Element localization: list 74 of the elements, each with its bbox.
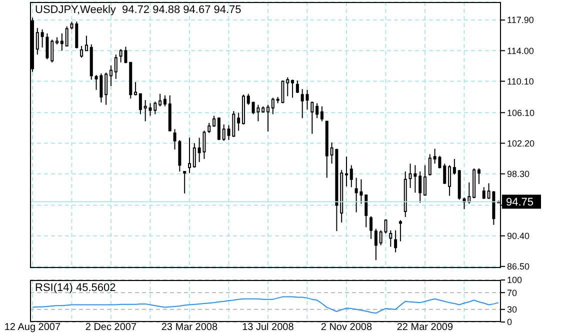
candlestick [114, 54, 118, 80]
candlestick [398, 220, 402, 242]
candlestick [482, 186, 486, 200]
candlestick [345, 156, 348, 187]
candlestick [40, 28, 44, 48]
candlestick [428, 154, 432, 176]
y-tick-label: 0 [507, 317, 512, 328]
y-tick-label: 90.40 [507, 231, 530, 242]
candlestick [266, 104, 270, 132]
candlestick [163, 94, 166, 107]
chart-title: USDJPY,Weekly 94.72 94.88 94.67 94.75 [35, 4, 242, 16]
candlestick [448, 164, 452, 196]
candlestick [80, 45, 84, 58]
x-tick-label: 13 Jul 2008 [242, 322, 294, 333]
candlestick [374, 228, 378, 261]
candlestick [350, 164, 353, 188]
candlestick [246, 93, 250, 106]
candlestick [138, 93, 142, 115]
x-tick-label: 23 Mar 2008 [161, 322, 218, 333]
y-tick-label: 98.30 [507, 169, 530, 180]
candlestick [192, 142, 196, 168]
candlestick [300, 88, 304, 119]
x-tick-label: 2 Nov 2008 [320, 322, 372, 333]
candlestick [183, 170, 186, 194]
candlestick [144, 100, 147, 122]
candlestick [60, 32, 64, 52]
candlestick [443, 163, 446, 185]
candlestick [271, 97, 274, 115]
candlestick [310, 101, 314, 134]
y-tick-label: 110.10 [507, 76, 534, 86]
candlestick [36, 27, 39, 56]
line-series [32, 296, 500, 314]
candlestick [46, 32, 49, 60]
candlestick [370, 216, 373, 240]
y-tick-label: 114.00 [507, 46, 534, 56]
x-tick-label: 2 Dec 2007 [85, 322, 137, 333]
candlestick [237, 112, 240, 132]
x-tick-label: 22 Mar 2009 [396, 322, 454, 333]
candlestick [364, 194, 368, 228]
candlestick [134, 82, 138, 96]
y-tick-label: 102.20 [507, 138, 535, 148]
ref-line-label: 94.75 [506, 196, 534, 209]
candlestick [306, 89, 309, 110]
candlestick [389, 230, 392, 248]
candlestick [424, 164, 426, 196]
candlestick [418, 170, 422, 204]
candlestick [477, 168, 480, 185]
candlestick [394, 230, 398, 253]
candlestick [50, 39, 54, 63]
candlestick [104, 72, 108, 106]
candlestick [452, 158, 456, 176]
candlestick [379, 230, 382, 246]
y-tick-label: 117.90 [507, 15, 534, 26]
candlestick [208, 122, 211, 134]
candlestick [296, 80, 299, 94]
candlestick [188, 137, 191, 174]
y-tick-label: 106.10 [507, 108, 535, 118]
candlestick [65, 26, 68, 46]
chart-title: RSI(14) 45.5602 [35, 282, 116, 294]
candlestick [291, 79, 294, 98]
candlestick [320, 106, 324, 122]
y-tick-label: 86.50 [507, 262, 530, 272]
candlestick [316, 102, 319, 119]
candlestick [384, 218, 388, 234]
candlestick [84, 35, 88, 52]
x-tick-label: 12 Aug 2007 [4, 322, 61, 333]
candlestick [212, 115, 216, 128]
candlestick [110, 65, 112, 86]
y-tick-label: 30 [507, 304, 518, 315]
candlestick [158, 93, 162, 107]
candlestick [222, 124, 226, 142]
y-tick-label: 100 [507, 275, 522, 286]
y-tick-label: 70 [507, 288, 518, 298]
candlestick [286, 76, 290, 97]
